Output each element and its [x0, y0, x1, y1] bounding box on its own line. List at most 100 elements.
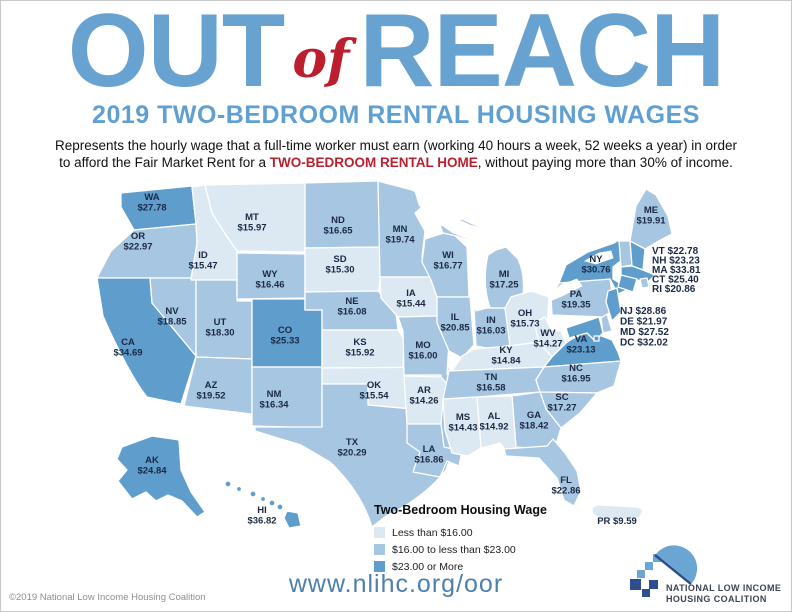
state-label-il: IL $20.85 [440, 312, 470, 334]
state-label-ok: OK $15.54 [359, 380, 389, 402]
state-label-ne: NE $16.08 [337, 296, 366, 318]
description-line-2: to afford the Fair Market Rent for a TWO… [59, 155, 733, 170]
title-reach: REACH [359, 0, 725, 110]
state-ms [442, 396, 482, 457]
legend-row-low: Less than $16.00 [374, 524, 547, 541]
logo-square-2 [642, 589, 650, 597]
great-lakes [413, 187, 614, 312]
state-fl [503, 438, 582, 507]
state-label-az: AZ $19.52 [196, 380, 225, 402]
legend-swatch-mid [374, 544, 385, 555]
state-dc [593, 335, 600, 342]
state-pr [591, 504, 644, 521]
state-label-hi: HI $36.82 [247, 505, 276, 527]
logo-square-3 [649, 580, 658, 589]
state-label-ny: NY $30.76 [581, 254, 610, 276]
state-label-ky: KY $14.84 [491, 345, 521, 367]
logo-square-1 [630, 579, 641, 590]
state-label-nm: NM $16.34 [259, 389, 289, 411]
logo-text-line-1: NATIONAL LOW INCOME [666, 583, 782, 593]
state-label-mn: MN $19.74 [385, 224, 415, 246]
state-label-nv: NV $18.85 [157, 306, 187, 328]
state-label-ks: KS $15.92 [345, 337, 374, 359]
state-label-nc: NC $16.95 [561, 363, 591, 385]
state-label-al: AL $14.92 [479, 411, 508, 433]
state-label-mo: MO $16.00 [408, 340, 437, 362]
state-label-wa: WA $27.78 [137, 192, 166, 214]
state-label-pa: PA $19.35 [561, 289, 591, 311]
state-label-la: LA $16.86 [414, 444, 443, 466]
state-label-pr: PR $9.59 [597, 516, 637, 527]
title-out: OUT [67, 0, 286, 110]
legend-row-mid: $16.00 to less than $23.00 [374, 541, 547, 558]
state-label-or: OR $22.97 [123, 231, 152, 253]
state-ri [639, 277, 650, 289]
state-label-va: VA $23.13 [566, 334, 595, 356]
nlihc-logo-text: NATIONAL LOW INCOME HOUSING COALITION [666, 583, 781, 605]
state-label-in: IN $16.03 [476, 315, 505, 337]
subtitle: 2019 TWO-BEDROOM RENTAL HOUSING WAGES [92, 101, 700, 129]
state-label-mi: MI $17.25 [489, 269, 519, 291]
legend-label-mid: $16.00 to less than $23.00 [392, 543, 516, 556]
state-label-wy: WY $16.46 [255, 269, 284, 291]
state-label-wv: WV $14.27 [533, 328, 562, 350]
state-label-fl: FL $22.86 [551, 475, 580, 497]
state-label-ia: IA $15.44 [396, 288, 426, 310]
lake-ontario [583, 250, 614, 265]
state-label-id: ID $15.47 [188, 250, 217, 272]
state-label-sc: SC $17.27 [547, 392, 576, 414]
state-label-ak: AK $24.84 [137, 455, 167, 477]
nlihc-house-logo-icon [630, 545, 698, 597]
description: Represents the hourly wage that a full-t… [0, 137, 792, 171]
state-me [629, 188, 673, 250]
map-labels: WA $27.78 OR $22.97 CA $34.69 NV $18.85 ID $15.47… [113, 192, 701, 527]
state-hi [224, 480, 302, 529]
logo-stair-2 [645, 562, 653, 570]
state-label-nd: ND $16.65 [323, 215, 353, 237]
state-az [183, 356, 253, 415]
page-title: OUT of REACH [0, 0, 792, 110]
state-label-oh: OH $15.73 [510, 308, 539, 330]
description-highlight: TWO-BEDROOM RENTAL HOME [269, 155, 478, 170]
logo-stair-1 [637, 570, 645, 578]
legend-label-high: $23.00 or More [392, 560, 464, 573]
lake-huron [506, 234, 537, 256]
state-ct [617, 274, 638, 293]
legend-swatch-low [374, 527, 385, 538]
lake-erie [547, 278, 583, 302]
state-nj [605, 287, 622, 322]
lake-superior [413, 187, 521, 246]
state-label-mt: MT $15.97 [237, 212, 266, 234]
state-pa [550, 278, 615, 318]
state-label-me: ME $19.91 [636, 205, 666, 227]
state-label-ga: GA $18.42 [519, 410, 548, 432]
legend-title: Two-Bedroom Housing Wage [374, 503, 547, 517]
logo-text-line-2: HOUSING COALITION [666, 594, 767, 604]
logo-roof [656, 545, 698, 583]
state-la [406, 423, 463, 478]
state-label-ms: MS $14.43 [448, 412, 477, 434]
states-layer [96, 180, 673, 529]
logo-roofline [654, 554, 692, 585]
state-nm [251, 366, 323, 429]
state-ak [116, 435, 206, 518]
legend-row-high: $23.00 or More [374, 558, 547, 575]
copyright: ©2019 National Low Income Housing Coalit… [9, 592, 206, 603]
legend: Two-Bedroom Housing Wage Less than $16.0… [374, 503, 547, 575]
state-label-ut: UT $18.30 [205, 317, 234, 339]
new-england-state-list: VT $22.78 NH $23.23 MA $33.81 CT $25.40 RI $… [652, 246, 701, 295]
state-label-wi: WI $16.77 [433, 250, 462, 272]
state-label-ar: AR $14.26 [409, 385, 438, 407]
state-label-co: CO $25.33 [270, 325, 299, 347]
state-label-tx: TX $20.29 [337, 437, 366, 459]
state-label-ca: CA $34.69 [113, 337, 142, 359]
state-label-sd: SD $15.30 [325, 254, 354, 276]
legend-swatch-high [374, 561, 385, 572]
mid-atlantic-state-list: NJ $28.86 DE $21.97 MD $27.52 DC $32.02 [620, 306, 669, 349]
website-url: www.nlihc.org/oor [288, 570, 504, 598]
lake-michigan [468, 242, 489, 312]
description-line-1: Represents the hourly wage that a full-t… [54, 138, 738, 153]
title-of: of [292, 29, 350, 91]
